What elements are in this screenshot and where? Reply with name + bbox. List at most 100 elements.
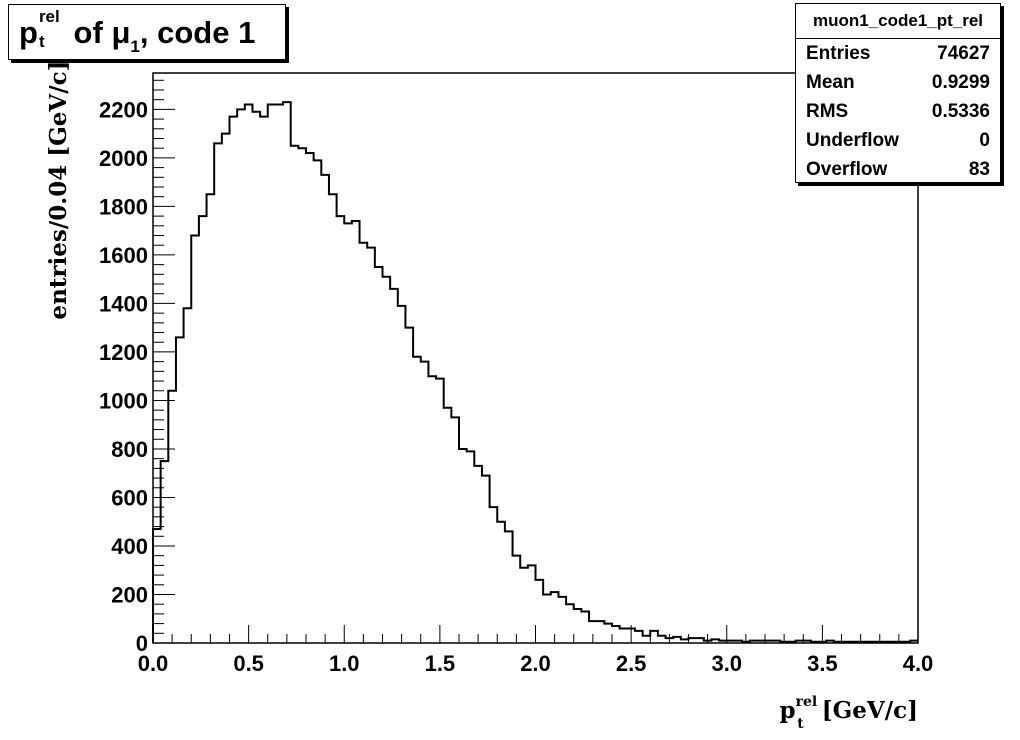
histogram-bin [383,277,391,643]
histogram-bin [566,604,574,643]
histogram-bin [597,621,605,643]
x-tick-label: 0.0 [138,651,169,676]
histogram-bin [505,531,513,643]
histogram-bin [360,243,368,643]
stats-box: muon1_code1_pt_rel Entries 74627 Mean 0.… [795,3,1001,183]
histogram-bin [260,117,268,643]
x-tick-label: 2.5 [616,651,647,676]
histogram-bin [168,391,176,643]
x-tick-label: 1.0 [329,651,360,676]
y-tick-label: 1600 [99,243,148,268]
histogram-bin [428,376,436,643]
x-axis-label: prel t [GeV/c] [780,694,918,732]
histogram-bin [513,556,521,643]
histogram-bin [298,148,306,643]
histogram-bin [658,636,666,643]
plot-title: p rel t of μ1, code 1 [8,4,286,60]
x-axis-label-sup: rel [796,694,818,710]
histogram-bin [375,267,383,643]
histogram-bin [222,134,230,643]
y-axis-label: entries/0.04 [GeV/c] [45,60,72,319]
histogram-bin [490,507,498,643]
title-mid: of [64,15,112,50]
title-symbol: p [19,15,38,50]
x-tick-label: 4.0 [903,651,934,676]
histogram-bin [398,306,406,643]
x-axis-label-sub: t [797,716,804,732]
y-tick-label: 1400 [99,291,148,316]
histogram-bin [283,102,291,643]
histogram-bin [214,143,222,643]
histogram-bin [314,160,322,643]
y-tick-label: 400 [111,534,148,559]
histogram-bin [291,146,299,643]
histogram-bin [191,236,199,643]
histogram-bin [184,308,192,643]
histogram-bin [207,194,215,643]
stats-value: 83 [968,159,990,180]
histogram-bin [344,223,352,643]
stats-value: 0.9299 [931,72,990,93]
histogram-bin [635,631,643,643]
x-tick-label: 3.0 [711,651,742,676]
histogram-bin [451,417,459,643]
y-tick-label: 600 [111,485,148,510]
y-tick-label: 1000 [99,388,148,413]
x-tick-label: 3.5 [807,651,838,676]
histogram-bin [436,379,444,643]
histogram-bin [245,105,253,643]
histogram-bin [604,624,612,643]
histogram-bin [199,216,207,643]
histogram-bin [268,105,276,643]
stats-row-underflow: Underflow 0 [796,126,1000,155]
title-tail: , code 1 [139,15,256,50]
y-tick-label: 1800 [99,194,148,219]
stats-label: Entries [806,43,871,64]
histogram-bin [252,112,260,643]
histogram-bin [367,248,375,643]
stats-row-overflow: Overflow 83 [796,155,1000,184]
stats-title: muon1_code1_pt_rel [796,4,1000,39]
histogram-bin [275,105,283,643]
x-tick-label: 2.0 [520,651,551,676]
x-tick-label: 1.5 [425,651,456,676]
title-sub: t [38,31,45,51]
histogram-bin [528,565,536,643]
title-sup: rel [38,6,60,26]
histogram-bin [329,194,337,643]
stats-row-entries: Entries 74627 [796,39,1000,68]
stats-label: Overflow [806,159,888,180]
stats-row-rms: RMS 0.5336 [796,97,1000,126]
y-tick-label: 0 [136,631,148,656]
x-tick-label: 0.5 [233,651,264,676]
histogram-bin [230,117,238,643]
stats-label: Underflow [806,130,899,151]
histogram-bin [459,449,467,643]
histogram-bin [536,580,544,643]
stats-row-mean: Mean 0.9299 [796,68,1000,97]
histogram-bin [543,594,551,643]
stats-value: 74627 [937,43,990,64]
x-axis-label-symbol: p [780,697,796,724]
histogram-bin [237,109,245,643]
title-mu: μ [111,15,131,50]
histogram-bin [643,636,651,643]
stats-label: Mean [806,72,855,93]
histogram-bin [520,568,528,643]
histogram-line [152,101,918,643]
histogram-bin [161,461,169,643]
histogram-bin [650,631,658,643]
stats-label: RMS [806,101,849,122]
histogram-bin [306,153,314,643]
y-tick-label: 2200 [99,97,148,122]
title-mu-sub: 1 [130,37,140,56]
histogram-bin [558,597,566,643]
histogram-bin [405,328,413,643]
histogram-bin [421,362,429,643]
histogram-bin [497,522,505,643]
histogram-bin [620,628,628,643]
histogram-bin [413,357,421,643]
histogram-bin [321,175,329,643]
x-axis: 0.0 0.5 1.0 1.5 2.0 2.5 3.0 3.5 4.0 [138,625,934,676]
